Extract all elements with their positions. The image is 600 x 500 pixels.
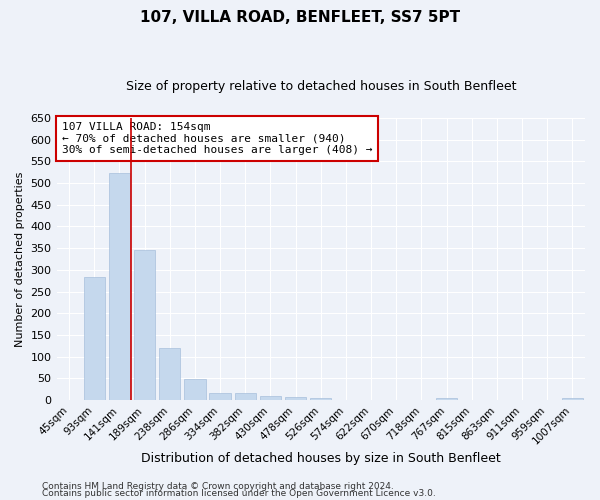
Bar [310,398,331,400]
Bar [184,380,206,400]
Bar [285,397,307,400]
Y-axis label: Number of detached properties: Number of detached properties [15,172,25,346]
Bar [436,398,457,400]
Bar [83,277,105,400]
Bar [260,396,281,400]
Bar [159,348,181,400]
Text: Contains HM Land Registry data © Crown copyright and database right 2024.: Contains HM Land Registry data © Crown c… [42,482,394,491]
Bar [134,250,155,400]
Bar [235,394,256,400]
Bar [109,172,130,400]
X-axis label: Distribution of detached houses by size in South Benfleet: Distribution of detached houses by size … [141,452,500,465]
Text: 107 VILLA ROAD: 154sqm
← 70% of detached houses are smaller (940)
30% of semi-de: 107 VILLA ROAD: 154sqm ← 70% of detached… [62,122,373,155]
Bar [562,398,583,400]
Bar [209,393,231,400]
Text: 107, VILLA ROAD, BENFLEET, SS7 5PT: 107, VILLA ROAD, BENFLEET, SS7 5PT [140,10,460,25]
Text: Contains public sector information licensed under the Open Government Licence v3: Contains public sector information licen… [42,489,436,498]
Title: Size of property relative to detached houses in South Benfleet: Size of property relative to detached ho… [125,80,516,93]
